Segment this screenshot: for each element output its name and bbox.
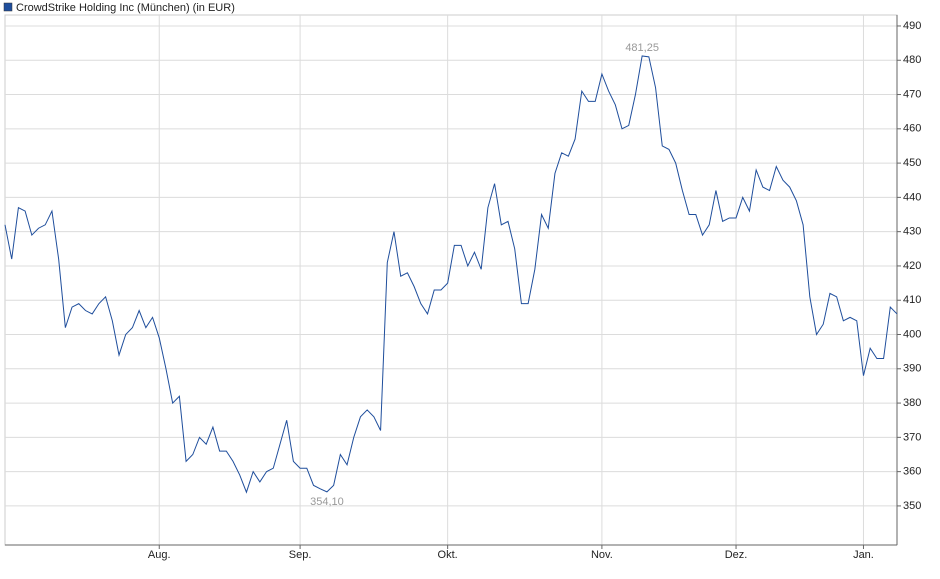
y-tick-label: 490 [903, 20, 921, 32]
legend-label: CrowdStrike Holding Inc (München) (in EU… [16, 2, 235, 14]
y-tick-label: 440 [903, 191, 921, 203]
y-tick-label: 350 [903, 500, 921, 512]
y-tick-label: 480 [903, 54, 921, 66]
x-tick-label: Jan. [853, 549, 874, 561]
y-tick-label: 410 [903, 294, 921, 306]
y-tick-label: 370 [903, 431, 921, 443]
y-tick-label: 430 [903, 226, 921, 238]
y-tick-label: 460 [903, 123, 921, 135]
value-label: 481,25 [625, 42, 659, 54]
y-tick-label: 450 [903, 157, 921, 169]
y-tick-label: 360 [903, 466, 921, 478]
series-line [4, 55, 898, 494]
x-tick-label: Aug. [148, 549, 171, 561]
y-tick-label: 470 [903, 88, 921, 100]
value-label: 354,10 [310, 496, 344, 508]
legend-swatch [3, 2, 13, 12]
x-tick-label: Dez. [725, 549, 748, 561]
y-tick-label: 390 [903, 363, 921, 375]
y-tick-label: 380 [903, 397, 921, 409]
y-tick-label: 400 [903, 328, 921, 340]
x-tick-label: Okt. [438, 549, 458, 561]
x-tick-label: Sep. [289, 549, 312, 561]
x-tick-label: Nov. [591, 549, 613, 561]
y-tick-label: 420 [903, 260, 921, 272]
